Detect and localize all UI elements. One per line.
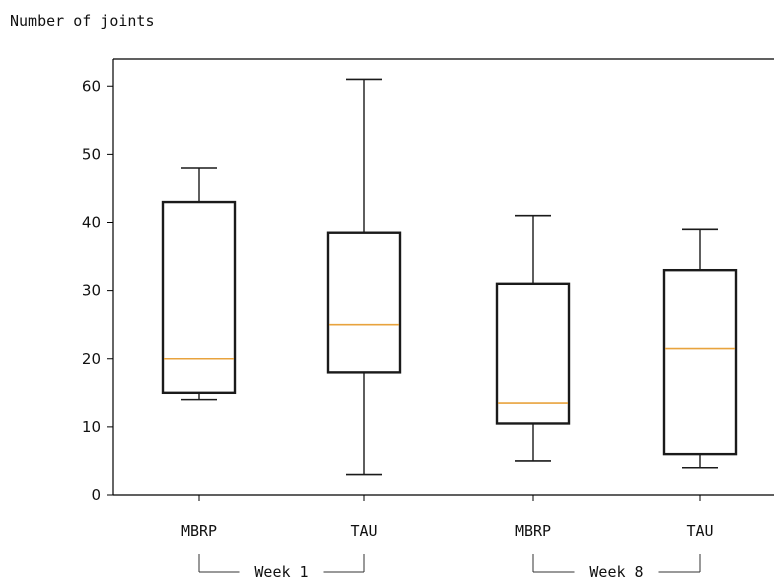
box-iqr: [161, 200, 237, 395]
y-tick-label: 0: [91, 486, 101, 504]
group-label: Week 1: [254, 563, 308, 581]
box-iqr: [326, 231, 402, 374]
plot-area: 0 10 20 30 40 50 60 MBRP TAU MBRP TAU Week 1 Week 8: [82, 58, 774, 581]
x-tick-label: TAU: [350, 522, 377, 540]
y-tick-label: 50: [82, 145, 101, 163]
x-tick-label: MBRP: [181, 522, 217, 540]
y-tick-label: 30: [82, 282, 101, 300]
group-label: Week 8: [589, 563, 643, 581]
chart-title: Number of joints: [10, 12, 155, 30]
y-tick-label: 10: [82, 418, 101, 436]
y-tick-label: 20: [82, 350, 101, 368]
x-tick-label: TAU: [686, 522, 713, 540]
box-iqr: [495, 282, 571, 425]
x-tick-label: MBRP: [515, 522, 551, 540]
y-tick-label: 60: [82, 77, 101, 95]
box-iqr: [662, 268, 738, 456]
y-tick-label: 40: [82, 214, 101, 232]
